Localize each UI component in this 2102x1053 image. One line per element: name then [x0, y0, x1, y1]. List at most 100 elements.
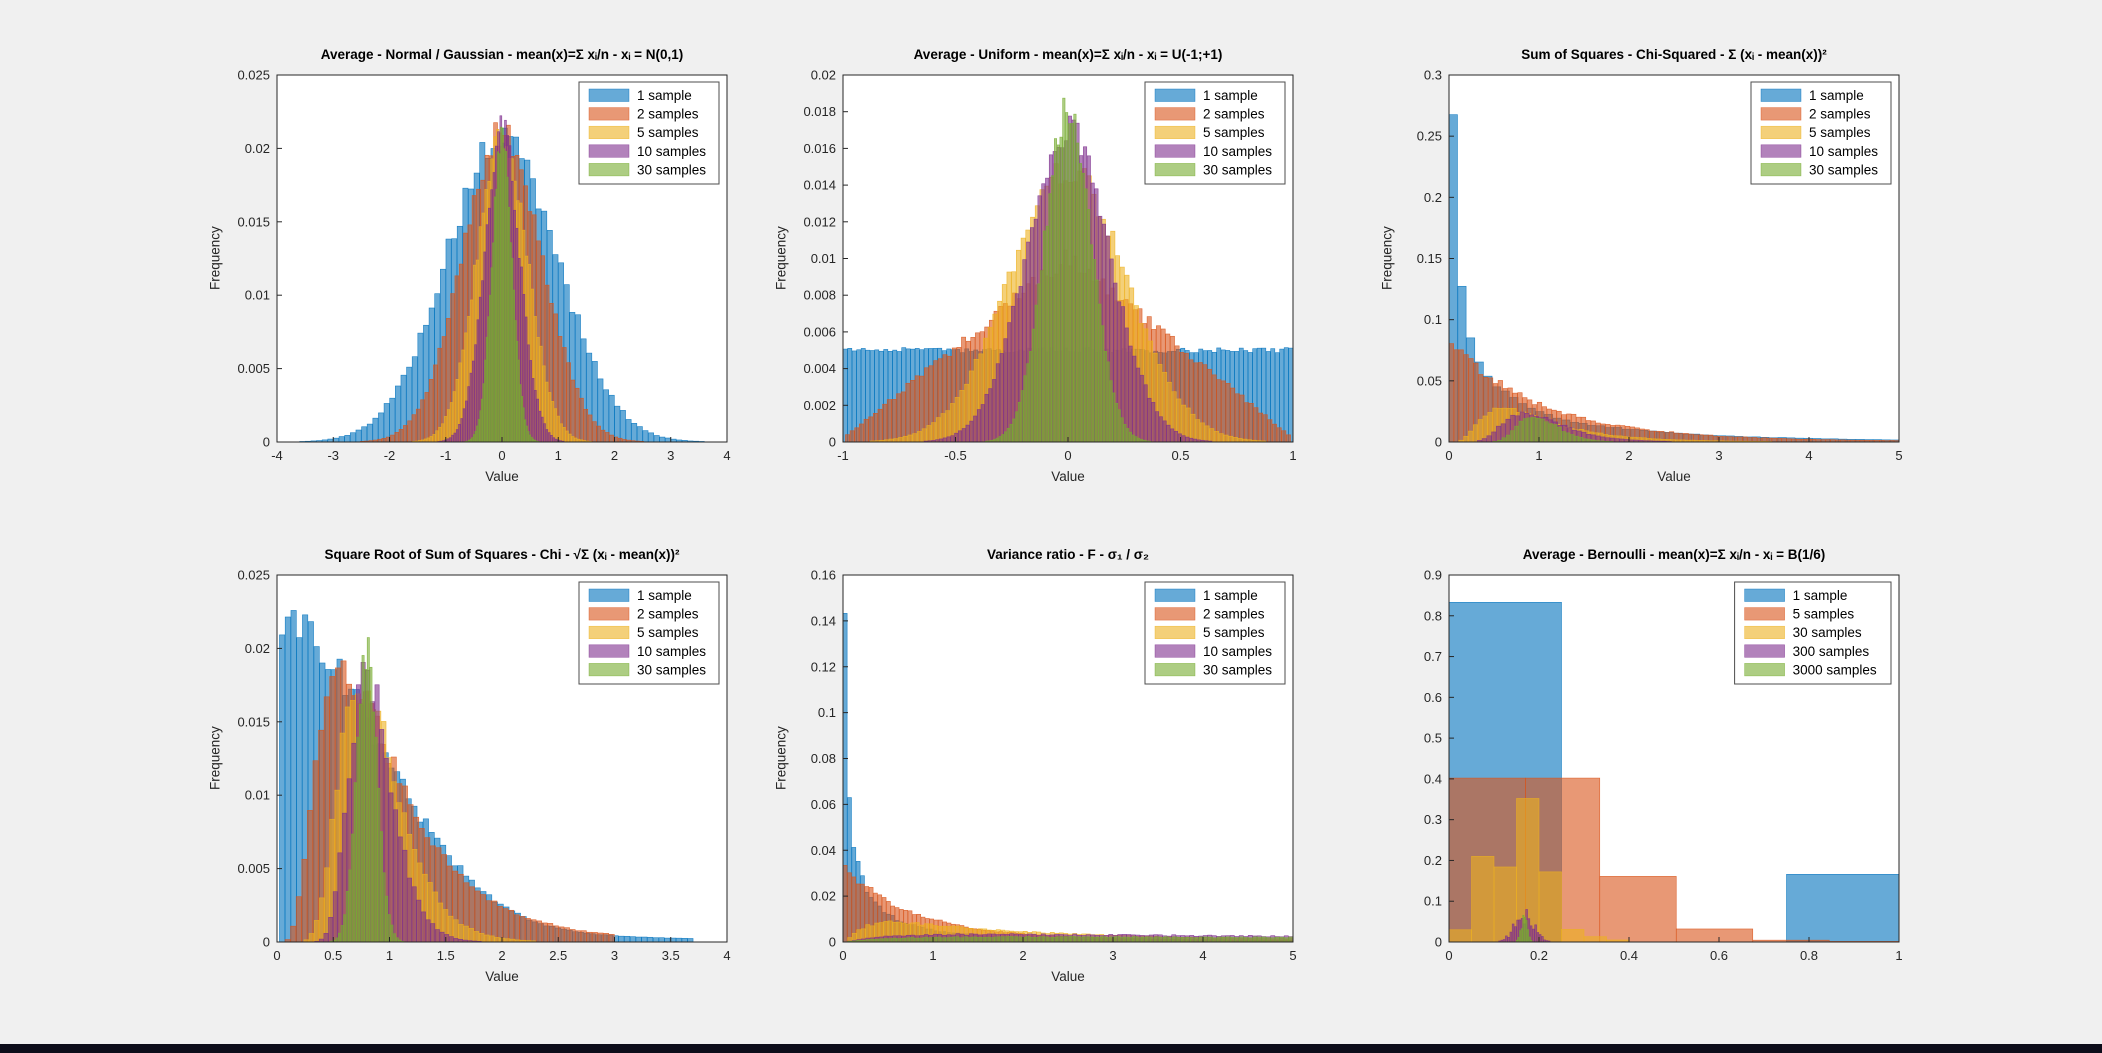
svg-text:-0.5: -0.5: [944, 448, 966, 463]
svg-text:0: 0: [1064, 448, 1071, 463]
plot-canvas: 0 0.5 1 1.5 2 2.5 3 3.5 4 0 0.005 0.01 0.015 0.02 0.02…: [237, 568, 730, 964]
subplot-bernoulli-average: Average - Bernoulli - mean(x)=Σ xᵢ/n - x…: [1364, 543, 1914, 1003]
svg-text:0: 0: [263, 935, 270, 950]
svg-text:1: 1: [1535, 448, 1542, 463]
svg-text:0.2: 0.2: [1424, 190, 1442, 205]
svg-text:0.4: 0.4: [1424, 771, 1442, 786]
svg-text:4: 4: [723, 448, 730, 463]
legend-swatch: [588, 163, 630, 177]
legend: 1 sample 2 samples 5 samples 10 samples 30 s…: [1750, 81, 1892, 185]
svg-text:0.8: 0.8: [1424, 608, 1442, 623]
svg-text:1: 1: [1289, 448, 1296, 463]
svg-text:0.015: 0.015: [237, 214, 270, 229]
subplot-chi-squared: Sum of Squares - Chi-Squared - Σ (xᵢ - m…: [1364, 43, 1914, 503]
legend-entry: 1 sample: [637, 88, 692, 103]
svg-text:3: 3: [667, 448, 674, 463]
legend-swatch: [1744, 644, 1785, 658]
legend-entry: 30 samples: [1809, 162, 1878, 177]
svg-text:-3: -3: [327, 448, 339, 463]
svg-text:0.8: 0.8: [1800, 948, 1818, 963]
plot-canvas: 0 0.2 0.4 0.6 0.8 1 0 0.1 0.2 0.3 0.4 0.5 0.6 0.7 0.8 0…: [1424, 568, 1903, 964]
legend-swatch: [1154, 625, 1196, 639]
legend-swatch: [1154, 163, 1196, 177]
svg-text:1: 1: [386, 948, 393, 963]
svg-text:0.005: 0.005: [237, 361, 270, 376]
legend-entry: 10 samples: [1203, 144, 1272, 159]
svg-text:0.7: 0.7: [1424, 649, 1442, 664]
svg-text:0.16: 0.16: [811, 568, 836, 583]
plot-title: Square Root of Sum of Squares - Chi - √Σ…: [324, 547, 680, 562]
svg-text:0.025: 0.025: [237, 68, 270, 83]
svg-text:0.02: 0.02: [245, 641, 270, 656]
legend-swatch: [1744, 588, 1785, 602]
legend-entry: 300 samples: [1793, 644, 1870, 659]
svg-text:0.6: 0.6: [1710, 948, 1728, 963]
svg-text:-1: -1: [440, 448, 452, 463]
legend-entry: 10 samples: [1203, 644, 1272, 659]
legend-entry: 2 samples: [1203, 107, 1265, 122]
svg-text:5: 5: [1895, 448, 1902, 463]
svg-text:4: 4: [723, 948, 730, 963]
svg-text:0.04: 0.04: [811, 843, 836, 858]
svg-text:1: 1: [1895, 948, 1902, 963]
legend: 1 sample 2 samples 5 samples 10 samples 30 s…: [1144, 81, 1286, 185]
svg-text:0.02: 0.02: [811, 68, 836, 83]
plot-canvas: -1 -0.5 0 0.5 1 0 0.002 0.004 0.006 0.008 0.01 0.01…: [803, 68, 1296, 464]
plot-canvas: 0 1 2 3 4 5 0 0.02 0.04 0.06 0.08 0.1 0.12 0.14 0.16 1 …: [811, 568, 1297, 964]
svg-text:2: 2: [611, 448, 618, 463]
svg-text:3: 3: [611, 948, 618, 963]
x-axis-label: Value: [1051, 469, 1085, 484]
svg-text:-2: -2: [384, 448, 396, 463]
legend-swatch: [1154, 663, 1196, 677]
svg-text:1: 1: [929, 948, 936, 963]
histogram-series-30-samples: [1449, 798, 1630, 942]
legend-swatch: [1154, 607, 1196, 621]
svg-text:3.5: 3.5: [662, 948, 680, 963]
svg-text:0: 0: [1435, 435, 1442, 450]
svg-text:0.1: 0.1: [818, 705, 836, 720]
legend-swatch: [588, 663, 630, 677]
legend-swatch: [1154, 644, 1196, 658]
svg-text:5: 5: [1289, 948, 1296, 963]
svg-text:0.025: 0.025: [237, 568, 270, 583]
svg-text:0.4: 0.4: [1620, 948, 1638, 963]
svg-text:0.9: 0.9: [1424, 568, 1442, 583]
svg-text:0: 0: [273, 948, 280, 963]
svg-text:2: 2: [1019, 948, 1026, 963]
svg-text:0.1: 0.1: [1424, 894, 1442, 909]
legend-swatch: [1744, 625, 1785, 639]
svg-text:4: 4: [1805, 448, 1812, 463]
svg-text:0.01: 0.01: [811, 251, 836, 266]
legend-swatch: [1154, 88, 1196, 102]
svg-text:0.3: 0.3: [1424, 68, 1442, 83]
svg-text:0.004: 0.004: [803, 361, 836, 376]
legend-entry: 2 samples: [637, 607, 699, 622]
svg-text:3: 3: [1109, 948, 1116, 963]
legend-swatch: [1154, 588, 1196, 602]
svg-text:0.012: 0.012: [803, 214, 836, 229]
svg-text:-1: -1: [837, 448, 849, 463]
legend-entry: 5 samples: [1203, 125, 1265, 140]
plot-title: Average - Bernoulli - mean(x)=Σ xᵢ/n - x…: [1522, 547, 1826, 562]
subplot-uniform-average: Average - Uniform - mean(x)=Σ xᵢ/n - xᵢ …: [758, 43, 1308, 503]
legend-entry: 5 samples: [1203, 625, 1265, 640]
subplot-normal-average: Average - Normal / Gaussian - mean(x)=Σ …: [192, 43, 742, 503]
svg-text:0.5: 0.5: [1424, 731, 1442, 746]
legend-swatch: [1154, 125, 1196, 139]
x-axis-label: Value: [485, 469, 519, 484]
legend: 1 sample 5 samples 30 samples 300 samples 30…: [1734, 581, 1892, 685]
legend-swatch: [1154, 144, 1196, 158]
legend-entry: 10 samples: [637, 144, 706, 159]
legend-entry: 30 samples: [1203, 162, 1272, 177]
svg-text:0.2: 0.2: [1530, 948, 1548, 963]
taskbar-edge: [0, 1044, 2102, 1053]
x-axis-label: Value: [485, 969, 519, 984]
legend-swatch: [1760, 163, 1802, 177]
svg-text:0.016: 0.016: [803, 141, 836, 156]
svg-text:0: 0: [829, 935, 836, 950]
legend-entry: 30 samples: [1203, 662, 1272, 677]
svg-text:3: 3: [1715, 448, 1722, 463]
legend-swatch: [588, 644, 630, 658]
svg-text:0.15: 0.15: [1417, 251, 1442, 266]
svg-text:0.014: 0.014: [803, 178, 836, 193]
